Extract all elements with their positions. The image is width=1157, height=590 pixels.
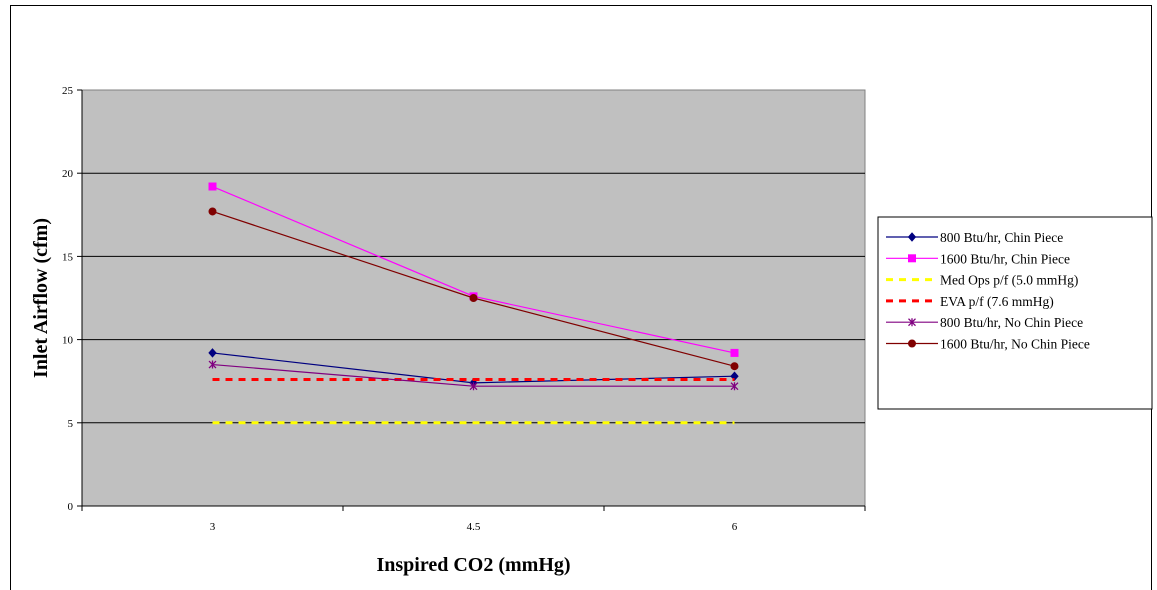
legend-swatch-marker [908,339,916,348]
legend: 800 Btu/hr, Chin Piece 1600 Btu/hr, Chin … [877,216,1153,410]
legend-label: 1600 Btu/hr, No Chin Piece [940,337,1090,352]
y-axis-title: Inlet Airflow (cfm) [30,218,52,378]
series-5 [208,360,739,391]
legend-label: 800 Btu/hr, No Chin Piece [940,315,1083,330]
legend-item: Med Ops p/f (5.0 mmHg) [886,273,1078,288]
x-axis-title: Inspired CO2 (mmHg) [376,554,570,576]
data-point [208,207,217,216]
data-point [208,360,217,369]
legend-swatch-marker [907,232,917,242]
y-tick-label: 15 [62,251,74,263]
x-tick-label: 6 [732,521,738,533]
data-point [469,294,478,302]
legend-label: Med Ops p/f (5.0 mmHg) [940,273,1078,288]
data-point [730,362,739,371]
axes: 0 5 10 15 20 25 3 4.5 6 [62,85,866,533]
legend-item: 1600 Btu/hr, Chin Piece [886,251,1070,266]
legend-item: 800 Btu/hr, Chin Piece [886,230,1063,245]
y-tick-label: 20 [62,168,74,180]
x-tick-label: 4.5 [467,521,481,533]
y-tick-label: 25 [62,85,74,97]
legend-swatch-marker [908,254,916,263]
series-6 [208,207,739,371]
legend-label: 1600 Btu/hr, Chin Piece [940,251,1070,266]
data-point [208,348,217,358]
y-tick-label: 10 [62,335,74,347]
data-point [730,382,739,391]
legend-item: 800 Btu/hr, No Chin Piece [886,315,1083,330]
data-point [208,182,217,191]
series-layer [208,182,739,425]
legend-swatch-marker [908,318,916,327]
legend-box [877,216,1153,410]
data-point [469,382,478,391]
data-point [730,348,739,357]
legend-item: EVA p/f (7.6 mmHg) [886,294,1054,309]
y-tick-label: 5 [68,418,74,430]
legend-label: 800 Btu/hr, Chin Piece [940,230,1063,245]
legend-item: 1600 Btu/hr, No Chin Piece [886,337,1090,352]
legend-label: EVA p/f (7.6 mmHg) [940,294,1054,309]
x-tick-label: 3 [210,521,216,533]
y-tick-label: 0 [68,501,74,513]
